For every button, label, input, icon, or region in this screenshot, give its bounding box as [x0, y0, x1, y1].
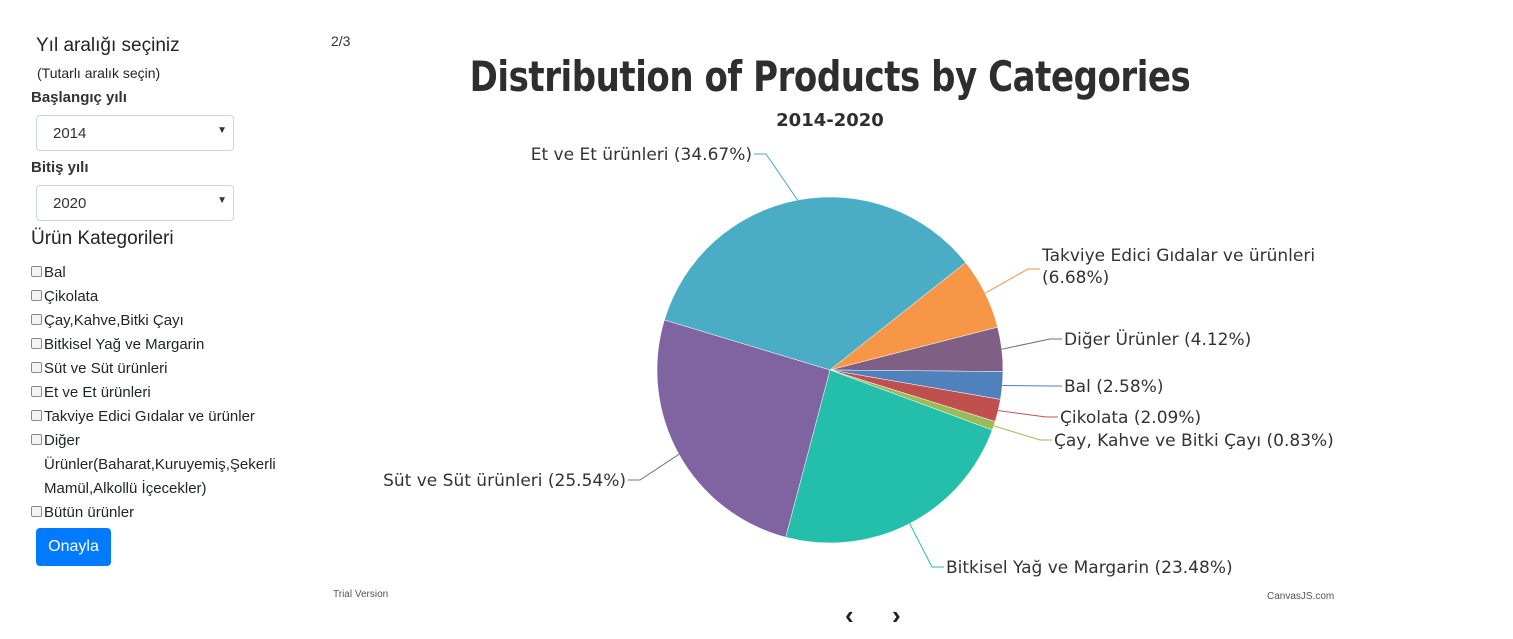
- category-option-label: Süt ve Süt ürünleri: [44, 360, 168, 377]
- category-option[interactable]: Çikolata: [31, 285, 291, 309]
- checkbox[interactable]: [31, 410, 42, 421]
- category-option[interactable]: Diğer Ürünler(Baharat,Kuruyemiş,Şekerli …: [31, 429, 291, 501]
- category-option[interactable]: Et ve Et ürünleri: [31, 381, 291, 405]
- slice-label: Çikolata (2.09%): [1060, 408, 1201, 428]
- checkbox[interactable]: [31, 290, 42, 301]
- next-arrow-icon[interactable]: ›: [892, 600, 901, 630]
- leader-line: [998, 410, 1058, 418]
- filter-sidebar: Yıl aralığı seçiniz (Tutarlı aralık seçi…: [0, 0, 300, 639]
- chevron-down-icon: ▼: [217, 195, 227, 206]
- checkbox[interactable]: [31, 386, 42, 397]
- slice-label: Diğer Ürünler (4.12%): [1064, 328, 1251, 350]
- end-year-value: 2020: [53, 195, 87, 212]
- category-option-label: Bal: [44, 264, 66, 281]
- category-option-label: Bitkisel Yağ ve Margarin: [44, 336, 205, 353]
- leader-line: [754, 153, 799, 201]
- confirm-button[interactable]: Onayla: [36, 528, 111, 566]
- trial-watermark: Trial Version: [333, 589, 389, 600]
- checkbox[interactable]: [31, 338, 42, 349]
- category-option[interactable]: Çay,Kahve,Bitki Çayı: [31, 309, 291, 333]
- category-checkbox-list: Bal Çikolata Çay,Kahve,Bitki Çayı Bitkis…: [31, 261, 291, 525]
- checkbox[interactable]: [31, 314, 42, 325]
- category-option-label: Çikolata: [44, 288, 99, 305]
- pie-slice: [656, 319, 831, 538]
- year-range-hint: (Tutarlı aralık seçin): [37, 65, 161, 81]
- slice-label: Bal (2.58%): [1064, 377, 1163, 397]
- slice-label: Çay, Kahve ve Bitki Çayı (0.83%): [1054, 431, 1334, 451]
- start-year-label: Başlangıç yılı: [31, 89, 127, 106]
- category-option-label: Et ve Et ürünleri: [44, 384, 151, 401]
- category-option[interactable]: Bitkisel Yağ ve Margarin: [31, 333, 291, 357]
- checkbox[interactable]: [31, 266, 42, 277]
- leader-line: [984, 268, 1040, 294]
- leader-line: [909, 523, 944, 568]
- pie-slice: [664, 196, 966, 371]
- category-option[interactable]: Süt ve Süt ürünleri: [31, 357, 291, 381]
- slice-label: Et ve Et ürünleri (34.67%): [531, 145, 752, 165]
- chart-title: Distribution of Products by Categories: [469, 52, 1191, 101]
- categories-heading: Ürün Kategorileri: [31, 228, 174, 249]
- end-year-label: Bitiş yılı: [31, 159, 89, 176]
- prev-arrow-icon[interactable]: ‹: [845, 600, 854, 630]
- slice-label: Süt ve Süt ürünleri (25.54%): [383, 471, 626, 491]
- start-year-value: 2014: [53, 125, 87, 142]
- start-year-select[interactable]: 2014 ▼: [36, 115, 234, 151]
- slice-label: Bitkisel Yağ ve Margarin (23.48%): [946, 558, 1233, 578]
- leader-line: [1001, 338, 1062, 350]
- chevron-down-icon: ▼: [217, 125, 227, 136]
- category-option-label: Diğer Ürünler(Baharat,Kuruyemiş,Şekerli …: [44, 432, 276, 497]
- checkbox[interactable]: [31, 362, 42, 373]
- category-option-label: Çay,Kahve,Bitki Çayı: [44, 312, 184, 329]
- page-counter: 2/3: [331, 33, 351, 49]
- category-option-label: Takviye Edici Gıdalar ve ürünler: [44, 408, 255, 425]
- leader-line: [993, 425, 1052, 441]
- checkbox[interactable]: [31, 506, 42, 517]
- category-option[interactable]: Takviye Edici Gıdalar ve ürünler: [31, 405, 291, 429]
- year-range-title: Yıl aralığı seçiniz: [36, 35, 180, 56]
- slice-label: Takviye Edici Gıdalar ve ürünleri (6.68%): [1041, 246, 1315, 288]
- category-option[interactable]: Bal: [31, 261, 291, 285]
- pie-slice: [785, 369, 993, 544]
- canvasjs-credit: CanvasJS.com: [1267, 591, 1335, 602]
- checkbox[interactable]: [31, 434, 42, 445]
- leader-line: [628, 453, 680, 481]
- category-option-label: Bütün ürünler: [44, 504, 135, 521]
- end-year-select[interactable]: 2020 ▼: [36, 185, 234, 221]
- category-option[interactable]: Bütün ürünler: [31, 501, 291, 525]
- chart-subtitle: 2014-2020: [776, 110, 884, 131]
